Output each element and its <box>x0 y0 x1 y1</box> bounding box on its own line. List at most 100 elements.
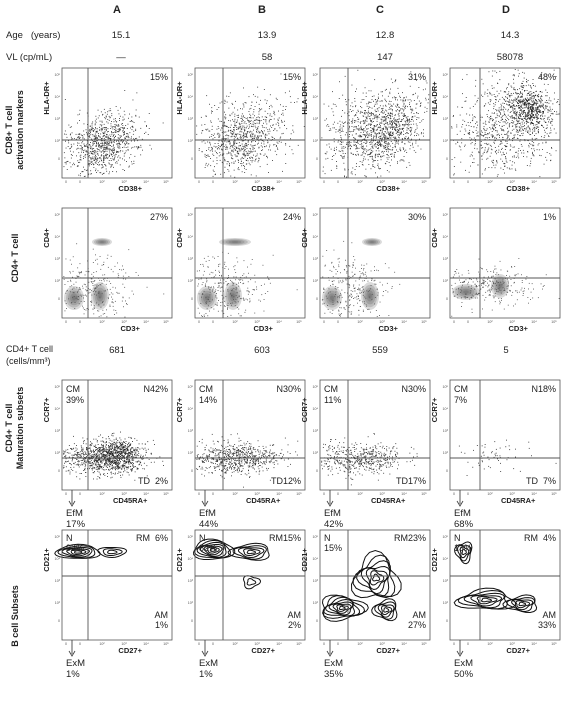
x-tick-label: 10⁴ <box>143 320 149 324</box>
y-tick-label: 10² <box>443 601 449 605</box>
y-tick-label: 10³ <box>55 117 61 121</box>
x-axis-label: CD45RA+ <box>371 496 406 505</box>
x-tick-label: 10⁵ <box>296 180 302 184</box>
y-tick-label: 10³ <box>443 429 449 433</box>
x-tick-label: 10² <box>232 492 238 496</box>
efm-label: EfM <box>199 508 216 519</box>
y-tick-label: 10³ <box>313 117 319 121</box>
y-axis-label: CCR7+ <box>175 397 184 422</box>
exm-label: ExM <box>199 658 218 669</box>
n-percent: 42% <box>150 384 168 394</box>
x-tick-label: 0 <box>65 180 67 184</box>
column-header-a: A <box>113 4 121 16</box>
plot-frame <box>449 67 561 179</box>
plot-frame <box>319 529 431 641</box>
y-tick-label: 10² <box>313 601 319 605</box>
x-tick-label: 10² <box>357 642 363 646</box>
column-header-d: D <box>502 4 510 16</box>
y-tick-label: 10³ <box>313 429 319 433</box>
x-tick-label: 10⁴ <box>531 180 537 184</box>
plot-frame <box>194 529 306 641</box>
population-cd3neg <box>64 286 84 310</box>
y-tick-label: 0 <box>191 469 193 473</box>
population-cd3neg <box>197 286 217 310</box>
y-tick-label: 0 <box>316 469 318 473</box>
y-axis-label: CD4+ <box>175 228 184 248</box>
x-tick-label: 10⁵ <box>421 492 427 496</box>
x-tick-label: 10⁵ <box>296 492 302 496</box>
y-tick-label: 0 <box>58 469 60 473</box>
efm-label: EfM <box>324 508 341 519</box>
cm-percent: 14% <box>199 395 217 405</box>
row3-label-line2: Maturation subsets <box>15 387 25 470</box>
vl-value-b: 58 <box>262 52 273 63</box>
population-cd3-cd4neg <box>91 282 109 310</box>
am-label: AM <box>413 610 427 620</box>
y-axis-label: CD21+ <box>42 548 51 572</box>
y-tick-label: 10⁴ <box>442 407 448 411</box>
x-tick-label: 10⁵ <box>296 320 302 324</box>
y-tick-label: 10⁵ <box>313 213 319 217</box>
x-tick-label: 10³ <box>509 492 515 496</box>
y-axis-label: HLA-DR+ <box>300 81 309 115</box>
scatter-points <box>495 77 558 144</box>
x-tick-label: 10⁴ <box>276 492 282 496</box>
scatter-points <box>451 258 560 317</box>
x-axis-label: CD38+ <box>376 184 400 193</box>
y-tick-label: 10³ <box>313 579 319 583</box>
y-axis-label: CD21+ <box>430 548 439 572</box>
cd4-count-value-d: 5 <box>503 345 508 356</box>
cm-percent: 7% <box>454 395 467 405</box>
y-tick-label: 0 <box>58 619 60 623</box>
cm-percent: 39% <box>66 395 84 405</box>
y-tick-label: 10² <box>55 139 61 143</box>
n-label: N <box>199 533 206 543</box>
quadrant-percent: 48% <box>538 72 556 82</box>
y-tick-label: 10⁴ <box>54 235 60 239</box>
exm-arrow-head <box>68 650 76 657</box>
y-axis-label: HLA-DR+ <box>430 81 439 115</box>
quadrant-percent: 30% <box>408 212 426 222</box>
y-tick-label: 10⁵ <box>443 535 449 539</box>
y-tick-label: 10² <box>55 451 61 455</box>
y-tick-label: 10³ <box>443 579 449 583</box>
y-axis-label: CCR7+ <box>430 397 439 422</box>
y-tick-label: 0 <box>191 297 193 301</box>
y-axis-label: CD21+ <box>175 548 184 572</box>
quadrant-percent: 27% <box>150 212 168 222</box>
n-label: N <box>532 384 539 394</box>
panel-row2-b: 10⁵ 10⁴ 10³ 10² 0 0 0 10² 10³ 10⁴ 10⁵ CD3+ CD4+ 24% <box>175 207 306 333</box>
x-tick-label: 0 <box>453 180 455 184</box>
y-tick-label: 10⁵ <box>313 535 319 539</box>
scatter-points <box>83 431 149 473</box>
y-tick-label: 10⁴ <box>312 95 318 99</box>
x-tick-label: 0 <box>467 180 469 184</box>
x-tick-label: 10² <box>99 642 105 646</box>
x-tick-label: 10³ <box>379 320 385 324</box>
panel-row4-b: 10⁵ 10⁴ 10³ 10² 0 0 0 10² 10³ 10⁴ 10⁵ CD27+ CD21+ N82… <box>175 529 306 680</box>
x-tick-label: 10³ <box>509 180 515 184</box>
y-tick-label: 0 <box>446 619 448 623</box>
x-axis-label: CD3+ <box>121 324 141 333</box>
plot-frame <box>194 379 306 491</box>
cd4-count-label-line2: (cells/mm³) <box>6 356 51 366</box>
efm-percent: 44% <box>199 519 219 530</box>
quadrant-percent: 1% <box>543 212 556 222</box>
x-tick-label: 10² <box>357 180 363 184</box>
vl-value-a: — <box>116 52 126 63</box>
x-axis-label: CD3+ <box>379 324 399 333</box>
vl-label: VL (cp/mL) <box>6 52 52 63</box>
contour-am <box>242 575 261 590</box>
population-cd3-cd4neg <box>361 282 379 310</box>
x-tick-label: 10³ <box>121 180 127 184</box>
rm-percent: 23% <box>408 533 426 543</box>
age-value-a: 15.1 <box>112 30 131 41</box>
x-tick-label: 10⁴ <box>276 180 282 184</box>
panel-row4-a: 10⁵ 10⁴ 10³ 10² 0 0 0 10² 10³ 10⁴ 10⁵ CD27+ CD21+ N92… <box>42 529 173 680</box>
panel-row2-a: 10⁵ 10⁴ 10³ 10² 0 0 0 10² 10³ 10⁴ 10⁵ CD3+ CD4+ 27% <box>42 207 173 333</box>
y-tick-label: 10⁵ <box>443 73 449 77</box>
y-tick-label: 10³ <box>55 429 61 433</box>
x-tick-label: 10⁵ <box>551 642 557 646</box>
y-tick-label: 0 <box>316 297 318 301</box>
x-tick-label: 10³ <box>379 642 385 646</box>
